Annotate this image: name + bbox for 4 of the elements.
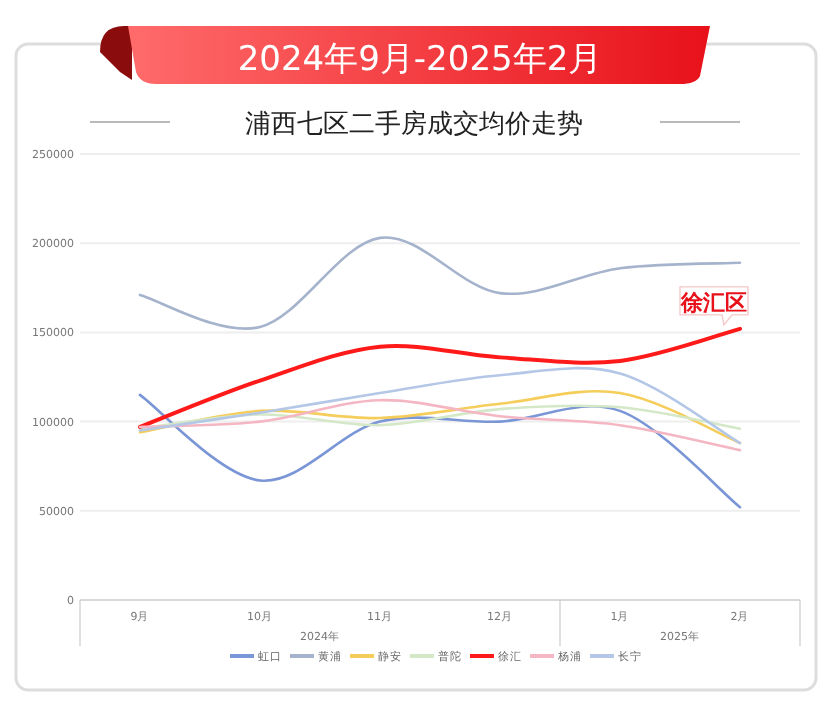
annotation: 徐汇区 [679,289,747,316]
annotation: 徐汇区 [679,286,749,327]
chart-subtitle: 浦西七区二手房成交均价走势 [245,108,583,140]
chart-title: 2024年9月-2025年2月 [237,40,603,80]
